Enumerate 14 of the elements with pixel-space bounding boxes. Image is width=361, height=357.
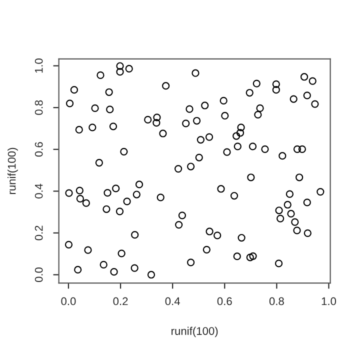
y-tick-label: 0.0 (34, 267, 43, 282)
y-axis-title: runif(100) (8, 148, 18, 194)
y-tick-label: 0.4 (34, 184, 43, 198)
y-tick-label: 0.2 (34, 226, 43, 240)
x-tick-label: 0.2 (113, 297, 128, 306)
y-tick-label: 0.6 (34, 142, 43, 157)
x-tick-label: 0.8 (269, 297, 284, 306)
x-tick-label: 0.4 (165, 297, 180, 306)
x-tick-label: 1.0 (322, 297, 336, 306)
y-tick-label: 0.8 (34, 100, 43, 115)
x-tick-label: 0.0 (61, 297, 76, 306)
y-tick-label: 1.0 (34, 58, 43, 73)
x-axis-title: runif(100) (172, 326, 218, 338)
x-tick-label: 0.6 (217, 297, 232, 306)
